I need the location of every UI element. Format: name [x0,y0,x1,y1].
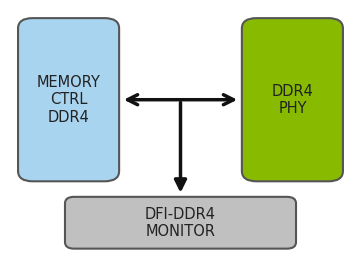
Text: DFI-DDR4
MONITOR: DFI-DDR4 MONITOR [145,206,216,239]
FancyBboxPatch shape [18,18,119,181]
Text: MEMORY
CTRL
DDR4: MEMORY CTRL DDR4 [37,75,100,125]
FancyBboxPatch shape [65,197,296,249]
Text: DDR4
PHY: DDR4 PHY [271,83,313,116]
FancyBboxPatch shape [242,18,343,181]
